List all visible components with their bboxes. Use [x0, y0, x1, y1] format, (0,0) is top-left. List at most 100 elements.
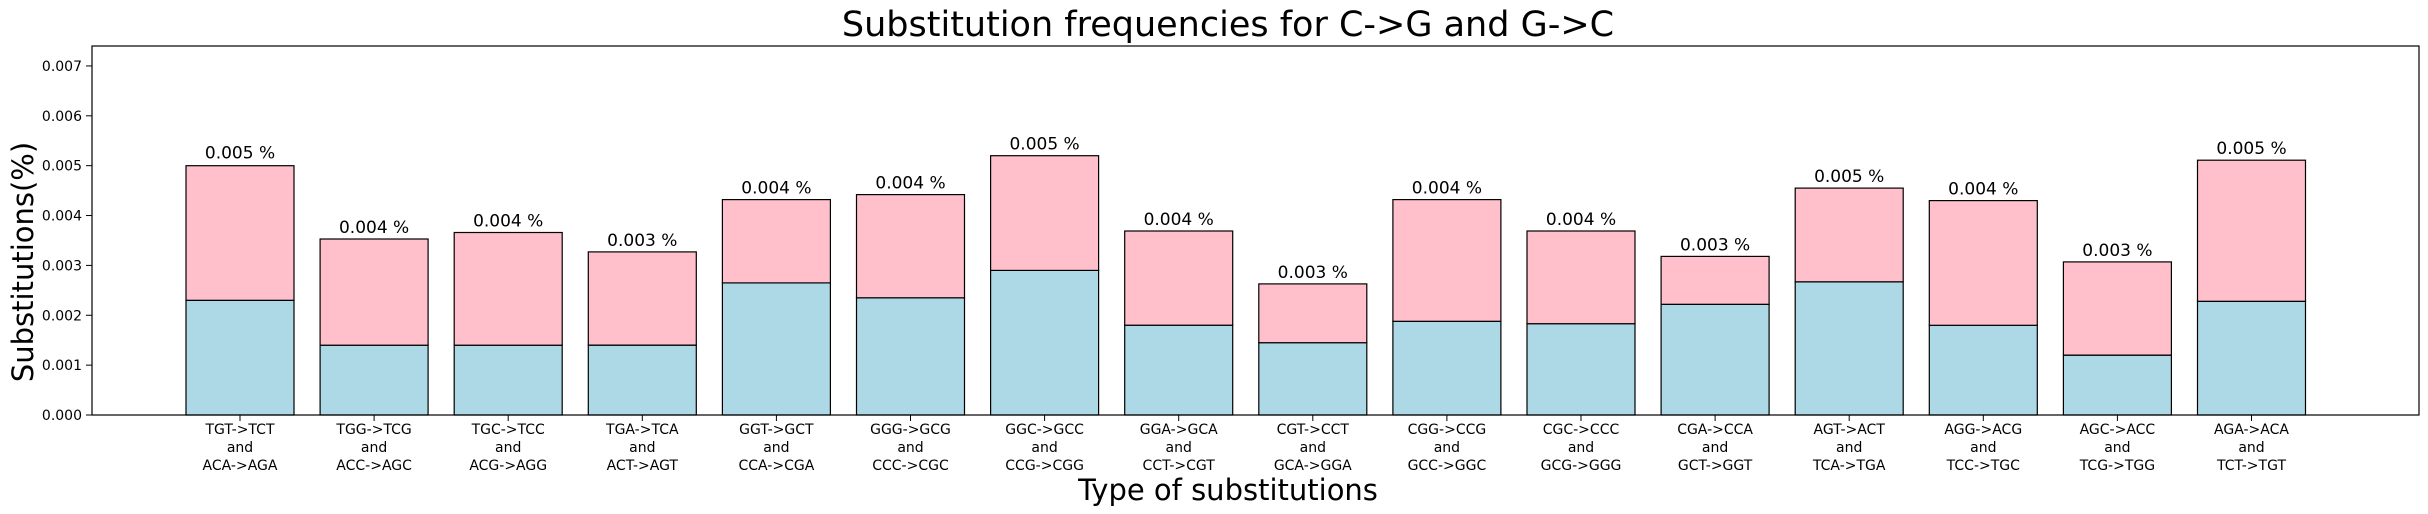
- data-label: 0.004 %: [339, 218, 409, 238]
- x-tick-label: CGC->CCC: [1543, 422, 1620, 438]
- data-label: 0.003 %: [1278, 263, 1348, 283]
- x-tick-label: GCC->GGC: [1408, 458, 1487, 474]
- x-tick-label: AGA->ACA: [2214, 422, 2289, 438]
- x-tick-label: and: [1970, 440, 1996, 456]
- x-tick-label: TGT->TCT: [204, 422, 274, 438]
- bar-segment-upper: [1526, 230, 1636, 325]
- data-label: 0.004 %: [473, 212, 543, 232]
- bar-segment-upper: [2062, 261, 2172, 356]
- data-label: 0.004 %: [741, 179, 811, 199]
- data-label: 0.004 %: [875, 174, 945, 194]
- bar-segment-lower: [1660, 303, 1770, 416]
- bar-segment-lower: [1526, 323, 1636, 416]
- x-tick-label: ACC->AGC: [336, 458, 412, 474]
- x-tick-label: GCT->GGT: [1678, 458, 1753, 474]
- bar-segment-lower: [989, 269, 1100, 416]
- bar-segment-lower: [1124, 324, 1234, 416]
- bar-segment-upper: [185, 165, 295, 301]
- x-tick-label: GCG->GGG: [1541, 458, 1622, 474]
- y-tick-label: 0.002: [42, 308, 82, 324]
- plot-area: 0.005 % TGT->TCT and ACA->AGA 0.004 % TGG->TC…: [42, 45, 2420, 474]
- bar-segment-upper: [1392, 199, 1502, 322]
- y-tick-label: 0.001: [42, 358, 82, 374]
- x-tick-label: TCA->TGA: [1812, 458, 1886, 474]
- x-tick-label: AGT->ACT: [1814, 422, 1886, 438]
- data-label: 0.005 %: [1814, 167, 1884, 187]
- x-tick-label: CCG->CGG: [1005, 458, 1084, 474]
- bar-segment-lower: [185, 299, 295, 416]
- x-tick-label: CCT->CGT: [1143, 458, 1216, 474]
- x-tick-label: AGC->ACC: [2080, 422, 2156, 438]
- bar-segment-lower: [721, 282, 832, 416]
- bar-segment-lower: [1392, 320, 1502, 416]
- data-label: 0.005 %: [205, 144, 275, 164]
- x-axis-label: Type of substitutions: [1077, 473, 1378, 507]
- x-tick-label: ACT->AGT: [607, 458, 679, 474]
- bar-segment-lower: [1794, 281, 1904, 416]
- bar-segment-upper: [1794, 187, 1904, 283]
- bar-segment-upper: [1124, 230, 1234, 326]
- bar-segment-upper: [721, 199, 832, 284]
- data-label: 0.003 %: [2082, 241, 2152, 261]
- bar-segment-upper: [2196, 159, 2307, 302]
- x-tick-label: and: [2238, 440, 2264, 456]
- x-tick-label: and: [361, 440, 387, 456]
- x-tick-label: AGG->ACG: [1944, 422, 2022, 438]
- x-tick-label: and: [1434, 440, 1460, 456]
- x-tick-label: CCC->CGC: [872, 458, 949, 474]
- x-tick-label: GGT->GCT: [739, 422, 814, 438]
- y-tick-label: 0.004: [42, 209, 82, 225]
- data-label: 0.003 %: [1680, 235, 1750, 255]
- data-label: 0.004 %: [1546, 210, 1616, 230]
- x-tick-label: ACA->AGA: [203, 458, 278, 474]
- y-axis-label: Substitutions(%): [6, 142, 40, 382]
- data-label: 0.004 %: [1144, 210, 1214, 230]
- x-tick-label: TGA->TCA: [605, 422, 679, 438]
- x-tick-label: and: [495, 440, 521, 456]
- data-label: 0.003 %: [607, 231, 677, 251]
- y-tick-label: 0.007: [42, 59, 82, 75]
- data-label: 0.004 %: [1948, 180, 2018, 200]
- x-tick-label: TGC->TCC: [471, 422, 545, 438]
- x-tick-label: and: [763, 440, 789, 456]
- bar-segment-upper: [989, 155, 1100, 271]
- x-tick-label: ACG->AGG: [469, 458, 547, 474]
- x-tick-label: and: [2104, 440, 2130, 456]
- bar-segment-upper: [587, 251, 697, 346]
- y-tick-label: 0.003: [42, 258, 82, 274]
- bar-segment-lower: [2062, 354, 2172, 416]
- x-tick-label: and: [1836, 440, 1862, 456]
- x-tick-label: CGG->CCG: [1408, 422, 1487, 438]
- y-tick-label: 0.000: [42, 408, 82, 424]
- bar-segment-lower: [453, 344, 563, 416]
- x-tick-label: and: [227, 440, 253, 456]
- y-tick-label: 0.005: [42, 159, 82, 175]
- bar-segment-upper: [453, 231, 563, 346]
- x-tick-label: and: [1702, 440, 1728, 456]
- bar-segment-lower: [855, 297, 966, 416]
- x-tick-label: and: [1568, 440, 1594, 456]
- x-tick-label: and: [897, 440, 923, 456]
- x-tick-label: CCA->CGA: [738, 458, 814, 474]
- x-tick-label: TGG->TCG: [335, 422, 411, 438]
- chart-title: Substitution frequencies for C->G and G-…: [842, 5, 1614, 45]
- data-label: 0.005 %: [2216, 139, 2286, 159]
- bar-segment-upper: [319, 238, 429, 346]
- bar-segment-lower: [2196, 300, 2307, 416]
- bar-segment-upper: [1258, 283, 1368, 344]
- x-tick-label: and: [629, 440, 655, 456]
- bar-segment-lower: [319, 344, 429, 416]
- x-tick-label: GCA->GGA: [1274, 458, 1352, 474]
- x-tick-label: TCC->TGC: [1946, 458, 2020, 474]
- axes-frame: [91, 45, 2420, 416]
- data-label: 0.004 %: [1412, 179, 1482, 199]
- y-tick-label: 0.006: [42, 109, 82, 125]
- x-tick-label: and: [1031, 440, 1057, 456]
- bar-segment-upper: [1928, 200, 2038, 326]
- bar-segment-upper: [1660, 255, 1770, 305]
- bar-segment-upper: [855, 194, 966, 299]
- x-tick-label: GGA->GCA: [1140, 422, 1218, 438]
- x-tick-label: CGT->CCT: [1277, 422, 1350, 438]
- x-tick-label: TCT->TGT: [2216, 458, 2286, 474]
